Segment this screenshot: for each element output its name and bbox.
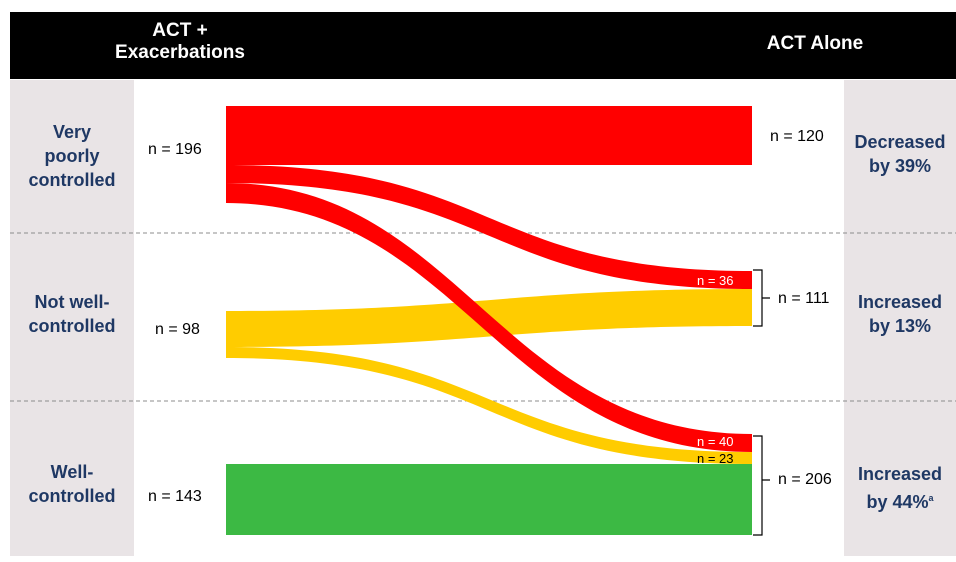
header-left-title: ACT + Exacerbations xyxy=(95,20,265,64)
outcome-not-well: Increased by 13% xyxy=(844,290,956,338)
n-left-not-well: n = 98 xyxy=(155,321,200,338)
header-bar xyxy=(10,12,956,79)
footnote-marker: a xyxy=(928,493,934,503)
row-label-not-well-controlled: Not well- controlled xyxy=(10,290,134,338)
n-right-very-poor: n = 120 xyxy=(770,128,824,145)
header-left-line2: Exacerbations xyxy=(115,42,245,63)
outcome-well: Increased by 44%a xyxy=(844,462,956,514)
outcome-line: Decreased xyxy=(854,132,946,152)
outcome-value: by 44% xyxy=(866,492,929,512)
outcome-line: Increased xyxy=(857,292,943,312)
flow-label-verypoor-to-well: n = 40 xyxy=(697,434,734,449)
outcome-line: Increased xyxy=(857,464,943,484)
row-label-line: poorly xyxy=(44,146,100,166)
bracket-well xyxy=(753,435,770,536)
n-left-well: n = 143 xyxy=(148,488,202,505)
n-right-not-well: n = 111 xyxy=(778,290,830,307)
row-label-line: controlled xyxy=(28,170,116,190)
row-label-well-controlled: Well- controlled xyxy=(10,460,134,508)
bracket-not-well xyxy=(753,269,770,327)
right-outcome-panel xyxy=(844,80,956,556)
row-label-line: Very xyxy=(52,122,92,142)
row-label-line: Not well- xyxy=(34,292,110,312)
flow-notwell-to-well xyxy=(226,347,752,464)
flow-verypoor-to-verypoor xyxy=(226,106,752,165)
outcome-very-poor: Decreased by 39% xyxy=(844,130,956,178)
outcome-line: by 13% xyxy=(868,316,932,336)
row-label-line: controlled xyxy=(28,486,116,506)
outcome-line: by 39% xyxy=(868,156,932,176)
flow-well-to-well xyxy=(226,464,752,535)
n-left-very-poor: n = 196 xyxy=(148,141,202,158)
header-right-title: ACT Alone xyxy=(766,33,864,54)
row-label-line: controlled xyxy=(28,316,116,336)
flow-verypoor-to-notwell xyxy=(226,165,752,289)
outcome-line: by 44%a xyxy=(844,486,956,514)
left-category-panel xyxy=(10,80,134,556)
flow-label-verypoor-to-notwell: n = 36 xyxy=(697,273,734,288)
row-label-very-poorly-controlled: Very poorly controlled xyxy=(10,120,134,192)
n-right-well: n = 206 xyxy=(778,471,832,488)
header-left-line1: ACT + xyxy=(152,20,208,41)
flow-verypoor-to-well xyxy=(226,183,752,452)
flow-label-notwell-to-well: n = 23 xyxy=(697,451,734,466)
row-label-line: Well- xyxy=(50,462,94,482)
